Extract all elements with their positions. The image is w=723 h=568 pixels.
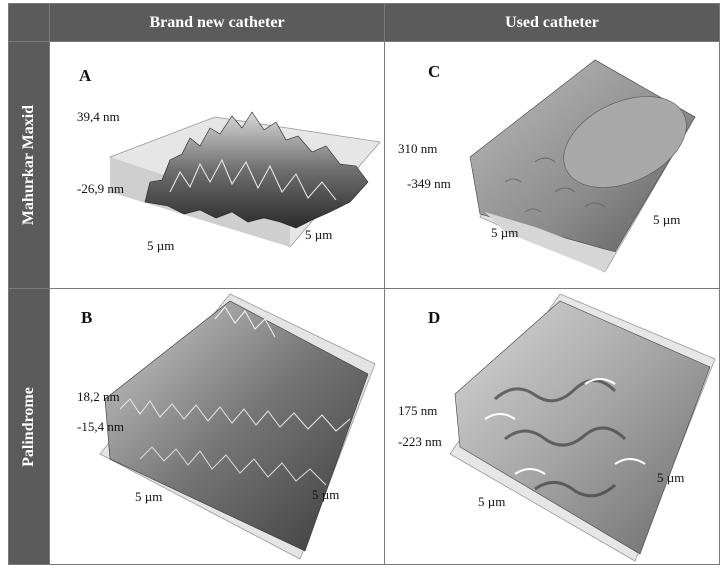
surface-b bbox=[104, 300, 369, 552]
z-max-a: 39,4 nm bbox=[77, 109, 120, 124]
column-header-used: Used catheter bbox=[384, 3, 720, 42]
panel-label-c: C bbox=[428, 62, 441, 81]
panel-d: D 175 nm -223 nm 5 µm 5 µm bbox=[384, 288, 720, 565]
ridge-b-1 bbox=[119, 398, 351, 432]
surface-plot-c bbox=[469, 59, 696, 273]
panel-a: A 39,4 nm -26,9 nm 5 µm 5 µm bbox=[49, 41, 385, 289]
cell-mound-c bbox=[563, 96, 687, 188]
x-axis-b: 5 µm bbox=[135, 489, 163, 504]
surface-plot-d bbox=[449, 293, 716, 562]
x-axis-c: 5 µm bbox=[491, 225, 519, 240]
surface-plot-a bbox=[109, 111, 381, 248]
y-axis-a: 5 µm bbox=[305, 227, 333, 242]
panel-b: B 18,2 nm -15,4 nm 5 µm 5 µm bbox=[49, 288, 385, 565]
panel-label-d: D bbox=[428, 308, 441, 327]
panel-label-b: B bbox=[81, 308, 93, 327]
z-max-c: 310 nm bbox=[398, 141, 438, 156]
surface-a bbox=[144, 111, 369, 229]
z-max-b: 18,2 nm bbox=[77, 389, 120, 404]
row-label-palindrome: Palindrome bbox=[20, 386, 38, 467]
panel-c: C 310 nm -349 nm 5 µm 5 µm bbox=[384, 41, 720, 289]
z-min-c: -349 nm bbox=[407, 176, 451, 191]
y-axis-b: 5 µm bbox=[312, 487, 340, 502]
row-label-mahurkar: Mahurkar Maxid bbox=[20, 104, 37, 226]
z-min-a: -26,9 nm bbox=[77, 181, 124, 196]
ridge-a bbox=[169, 158, 337, 201]
front-edge-c bbox=[485, 212, 615, 272]
column-header-brand-new: Brand new catheter bbox=[49, 3, 385, 42]
ridge-b-2 bbox=[139, 446, 327, 486]
highlights-d bbox=[484, 378, 646, 475]
surface-plot-b bbox=[99, 293, 376, 560]
x-axis-a: 5 µm bbox=[147, 238, 175, 253]
peaks-b bbox=[214, 306, 276, 338]
surface-d bbox=[454, 300, 711, 555]
z-min-b: -15,4 nm bbox=[77, 419, 124, 434]
y-axis-d: 5 µm bbox=[657, 470, 685, 485]
row-header-mahurkar: Mahurkar Maxid bbox=[8, 41, 50, 289]
y-axis-c: 5 µm bbox=[653, 212, 681, 227]
z-max-d: 175 nm bbox=[398, 403, 438, 418]
corner-cell bbox=[8, 3, 50, 42]
z-min-d: -223 nm bbox=[398, 434, 442, 449]
row-header-palindrome: Palindrome bbox=[8, 288, 50, 565]
panel-label-a: A bbox=[79, 66, 92, 85]
figure-grid: Brand new catheter Used catheter Mahurka… bbox=[8, 3, 720, 565]
texture-c bbox=[504, 157, 606, 213]
x-axis-d: 5 µm bbox=[478, 494, 506, 509]
